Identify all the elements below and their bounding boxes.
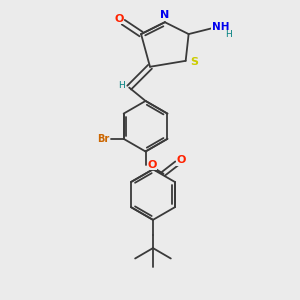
Text: O: O (147, 160, 157, 170)
Text: Br: Br (98, 134, 110, 144)
Text: H: H (118, 81, 125, 90)
Text: N: N (160, 10, 170, 20)
Text: S: S (190, 57, 198, 67)
Text: O: O (114, 14, 124, 24)
Text: H: H (225, 30, 232, 39)
Text: O: O (176, 155, 186, 165)
Text: NH: NH (212, 22, 230, 32)
